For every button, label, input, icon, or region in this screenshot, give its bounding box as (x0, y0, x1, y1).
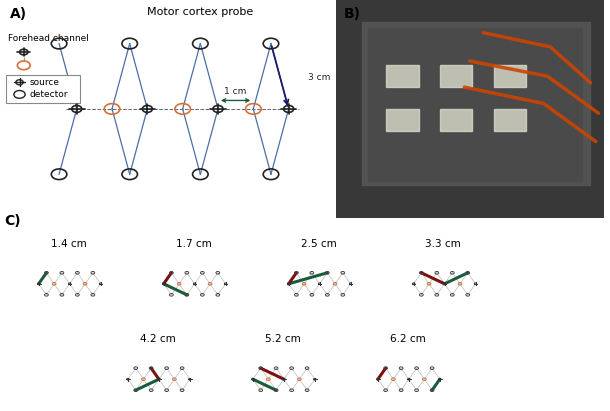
Text: Motor cortex probe: Motor cortex probe (147, 7, 254, 17)
Text: Forehead channel: Forehead channel (8, 34, 88, 43)
Bar (362, 22, 590, 185)
Bar (494, 65, 526, 87)
Bar (494, 109, 526, 131)
Bar (440, 109, 472, 131)
Text: B): B) (343, 7, 361, 21)
Bar (387, 65, 418, 87)
Text: 4.2 cm: 4.2 cm (140, 334, 176, 344)
Text: 1 cm: 1 cm (224, 87, 247, 96)
Text: 3 cm: 3 cm (308, 73, 331, 82)
Text: detector: detector (29, 90, 68, 99)
Text: 1.4 cm: 1.4 cm (51, 239, 86, 249)
Bar (440, 65, 472, 87)
Text: 6.2 cm: 6.2 cm (390, 334, 426, 344)
Text: 5.2 cm: 5.2 cm (265, 334, 301, 344)
Bar (387, 109, 418, 131)
Text: A): A) (10, 7, 27, 21)
Text: source: source (29, 78, 59, 87)
Bar (368, 28, 583, 181)
Text: 2.5 cm: 2.5 cm (301, 239, 336, 249)
Text: 3.3 cm: 3.3 cm (426, 239, 461, 249)
FancyBboxPatch shape (6, 75, 81, 103)
Text: 1.7 cm: 1.7 cm (176, 239, 211, 249)
Text: C): C) (4, 214, 21, 228)
